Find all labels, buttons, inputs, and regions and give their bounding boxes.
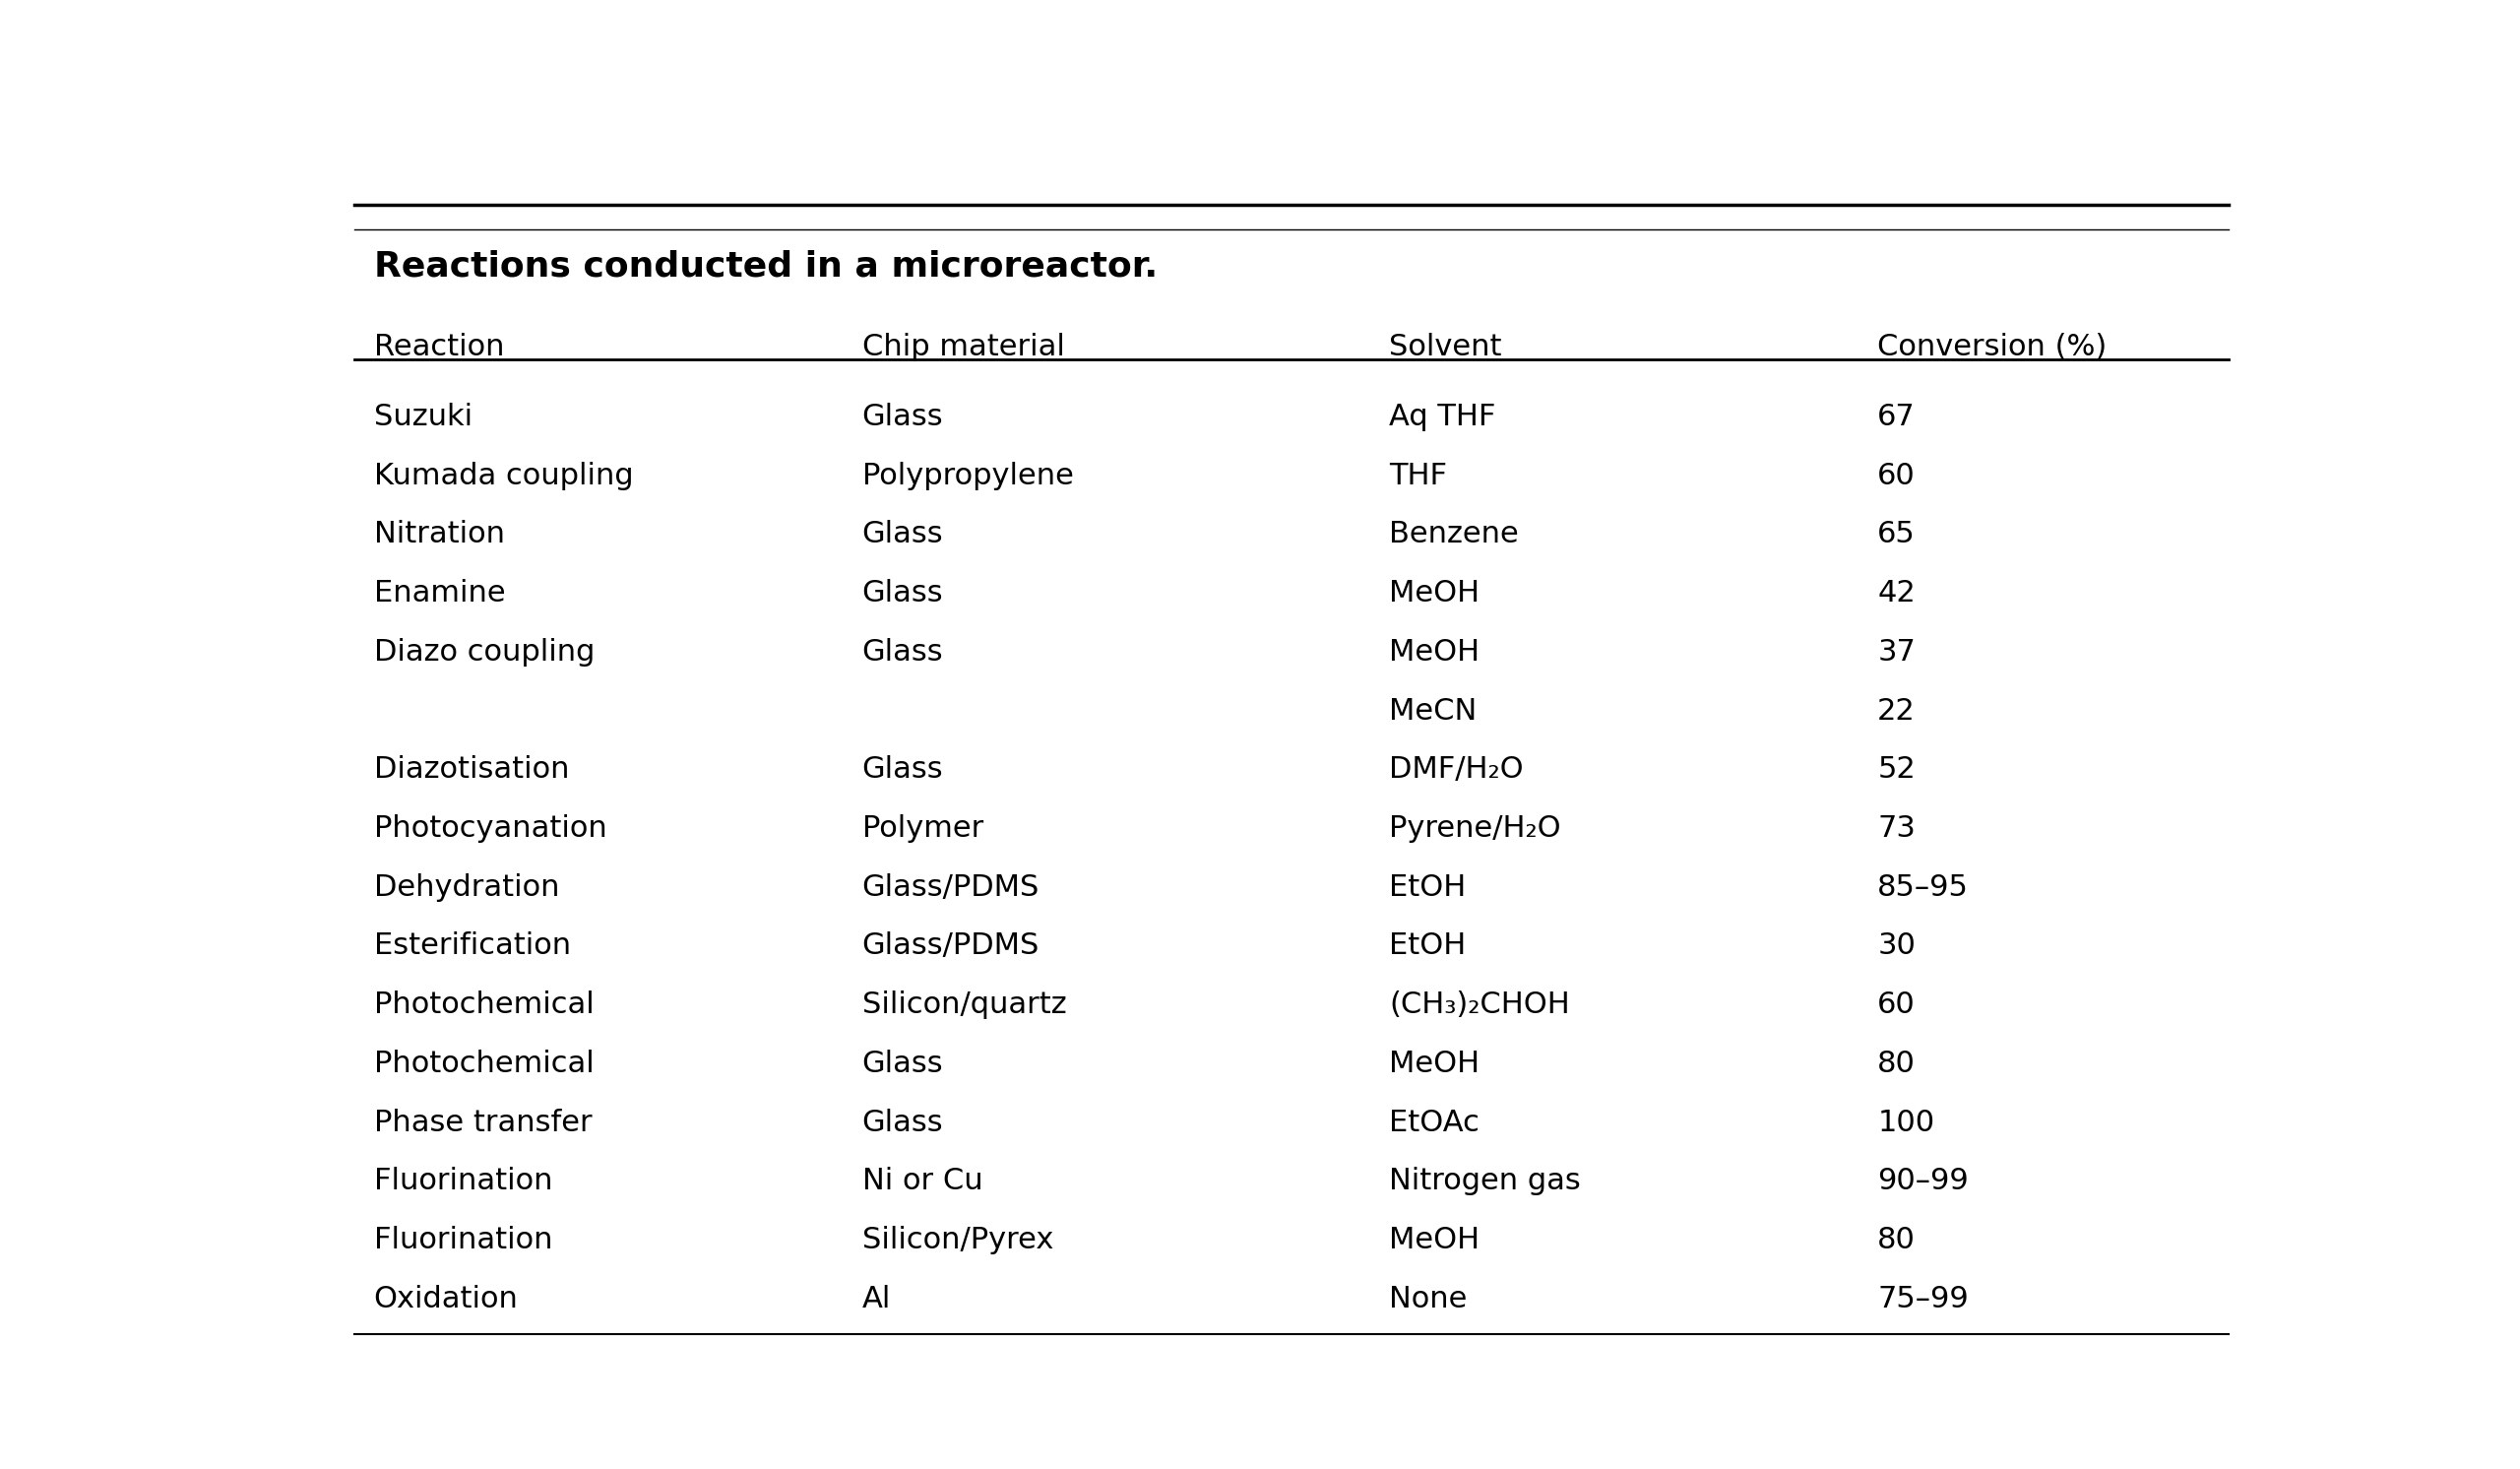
Text: 80: 80 (1877, 1227, 1915, 1255)
Text: 37: 37 (1877, 638, 1915, 667)
Text: Glass: Glass (862, 1049, 942, 1078)
Text: Photochemical: Photochemical (373, 1049, 595, 1078)
Text: Glass: Glass (862, 1108, 942, 1137)
Text: Glass/PDMS: Glass/PDMS (862, 873, 1038, 902)
Text: 60: 60 (1877, 461, 1915, 489)
Text: 67: 67 (1877, 403, 1915, 430)
Text: Glass: Glass (862, 520, 942, 549)
Text: 85–95: 85–95 (1877, 873, 1968, 902)
Text: 60: 60 (1877, 990, 1915, 1019)
Text: Nitrogen gas: Nitrogen gas (1389, 1168, 1580, 1196)
Text: EtOH: EtOH (1389, 931, 1467, 961)
Text: DMF/H₂O: DMF/H₂O (1389, 755, 1525, 784)
Text: 80: 80 (1877, 1049, 1915, 1078)
Text: Photocyanation: Photocyanation (373, 814, 607, 843)
Text: Glass: Glass (862, 403, 942, 430)
Text: Glass/PDMS: Glass/PDMS (862, 931, 1038, 961)
Text: MeOH: MeOH (1389, 1227, 1479, 1255)
Text: EtOH: EtOH (1389, 873, 1467, 902)
Text: Kumada coupling: Kumada coupling (373, 461, 633, 489)
Text: 22: 22 (1877, 696, 1915, 726)
Text: (CH₃)₂CHOH: (CH₃)₂CHOH (1389, 990, 1570, 1019)
Text: Chip material: Chip material (862, 332, 1063, 361)
Text: Phase transfer: Phase transfer (373, 1108, 592, 1137)
Text: EtOAc: EtOAc (1389, 1108, 1479, 1137)
Text: 73: 73 (1877, 814, 1915, 843)
Text: Glass: Glass (862, 579, 942, 608)
Text: 42: 42 (1877, 579, 1915, 608)
Text: Solvent: Solvent (1389, 332, 1502, 361)
Text: Al: Al (862, 1285, 890, 1313)
Text: Photochemical: Photochemical (373, 990, 595, 1019)
Text: MeCN: MeCN (1389, 696, 1477, 726)
Text: Dehydration: Dehydration (373, 873, 559, 902)
Text: Pyrene/H₂O: Pyrene/H₂O (1389, 814, 1560, 843)
Text: Enamine: Enamine (373, 579, 504, 608)
Text: Diazotisation: Diazotisation (373, 755, 570, 784)
Text: 90–99: 90–99 (1877, 1168, 1968, 1196)
Text: Silicon/quartz: Silicon/quartz (862, 990, 1066, 1019)
Text: 75–99: 75–99 (1877, 1285, 1968, 1313)
Text: Ni or Cu: Ni or Cu (862, 1168, 983, 1196)
Text: MeOH: MeOH (1389, 638, 1479, 667)
Text: Fluorination: Fluorination (373, 1168, 552, 1196)
Text: Suzuki: Suzuki (373, 403, 471, 430)
Text: Benzene: Benzene (1389, 520, 1520, 549)
Text: Fluorination: Fluorination (373, 1227, 552, 1255)
Text: Glass: Glass (862, 638, 942, 667)
Text: MeOH: MeOH (1389, 579, 1479, 608)
Text: Reaction: Reaction (373, 332, 504, 361)
Text: Reactions conducted in a microreactor.: Reactions conducted in a microreactor. (373, 250, 1157, 284)
Text: Polypropylene: Polypropylene (862, 461, 1074, 489)
Text: 65: 65 (1877, 520, 1915, 549)
Text: 52: 52 (1877, 755, 1915, 784)
Text: 30: 30 (1877, 931, 1915, 961)
Text: Silicon/Pyrex: Silicon/Pyrex (862, 1227, 1053, 1255)
Text: Aq THF: Aq THF (1389, 403, 1497, 430)
Text: MeOH: MeOH (1389, 1049, 1479, 1078)
Text: None: None (1389, 1285, 1467, 1313)
Text: Nitration: Nitration (373, 520, 504, 549)
Text: Esterification: Esterification (373, 931, 570, 961)
Text: Polymer: Polymer (862, 814, 983, 843)
Text: Oxidation: Oxidation (373, 1285, 519, 1313)
Text: Diazo coupling: Diazo coupling (373, 638, 595, 667)
Text: Conversion (%): Conversion (%) (1877, 332, 2107, 361)
Text: THF: THF (1389, 461, 1446, 489)
Text: 100: 100 (1877, 1108, 1935, 1137)
Text: Glass: Glass (862, 755, 942, 784)
